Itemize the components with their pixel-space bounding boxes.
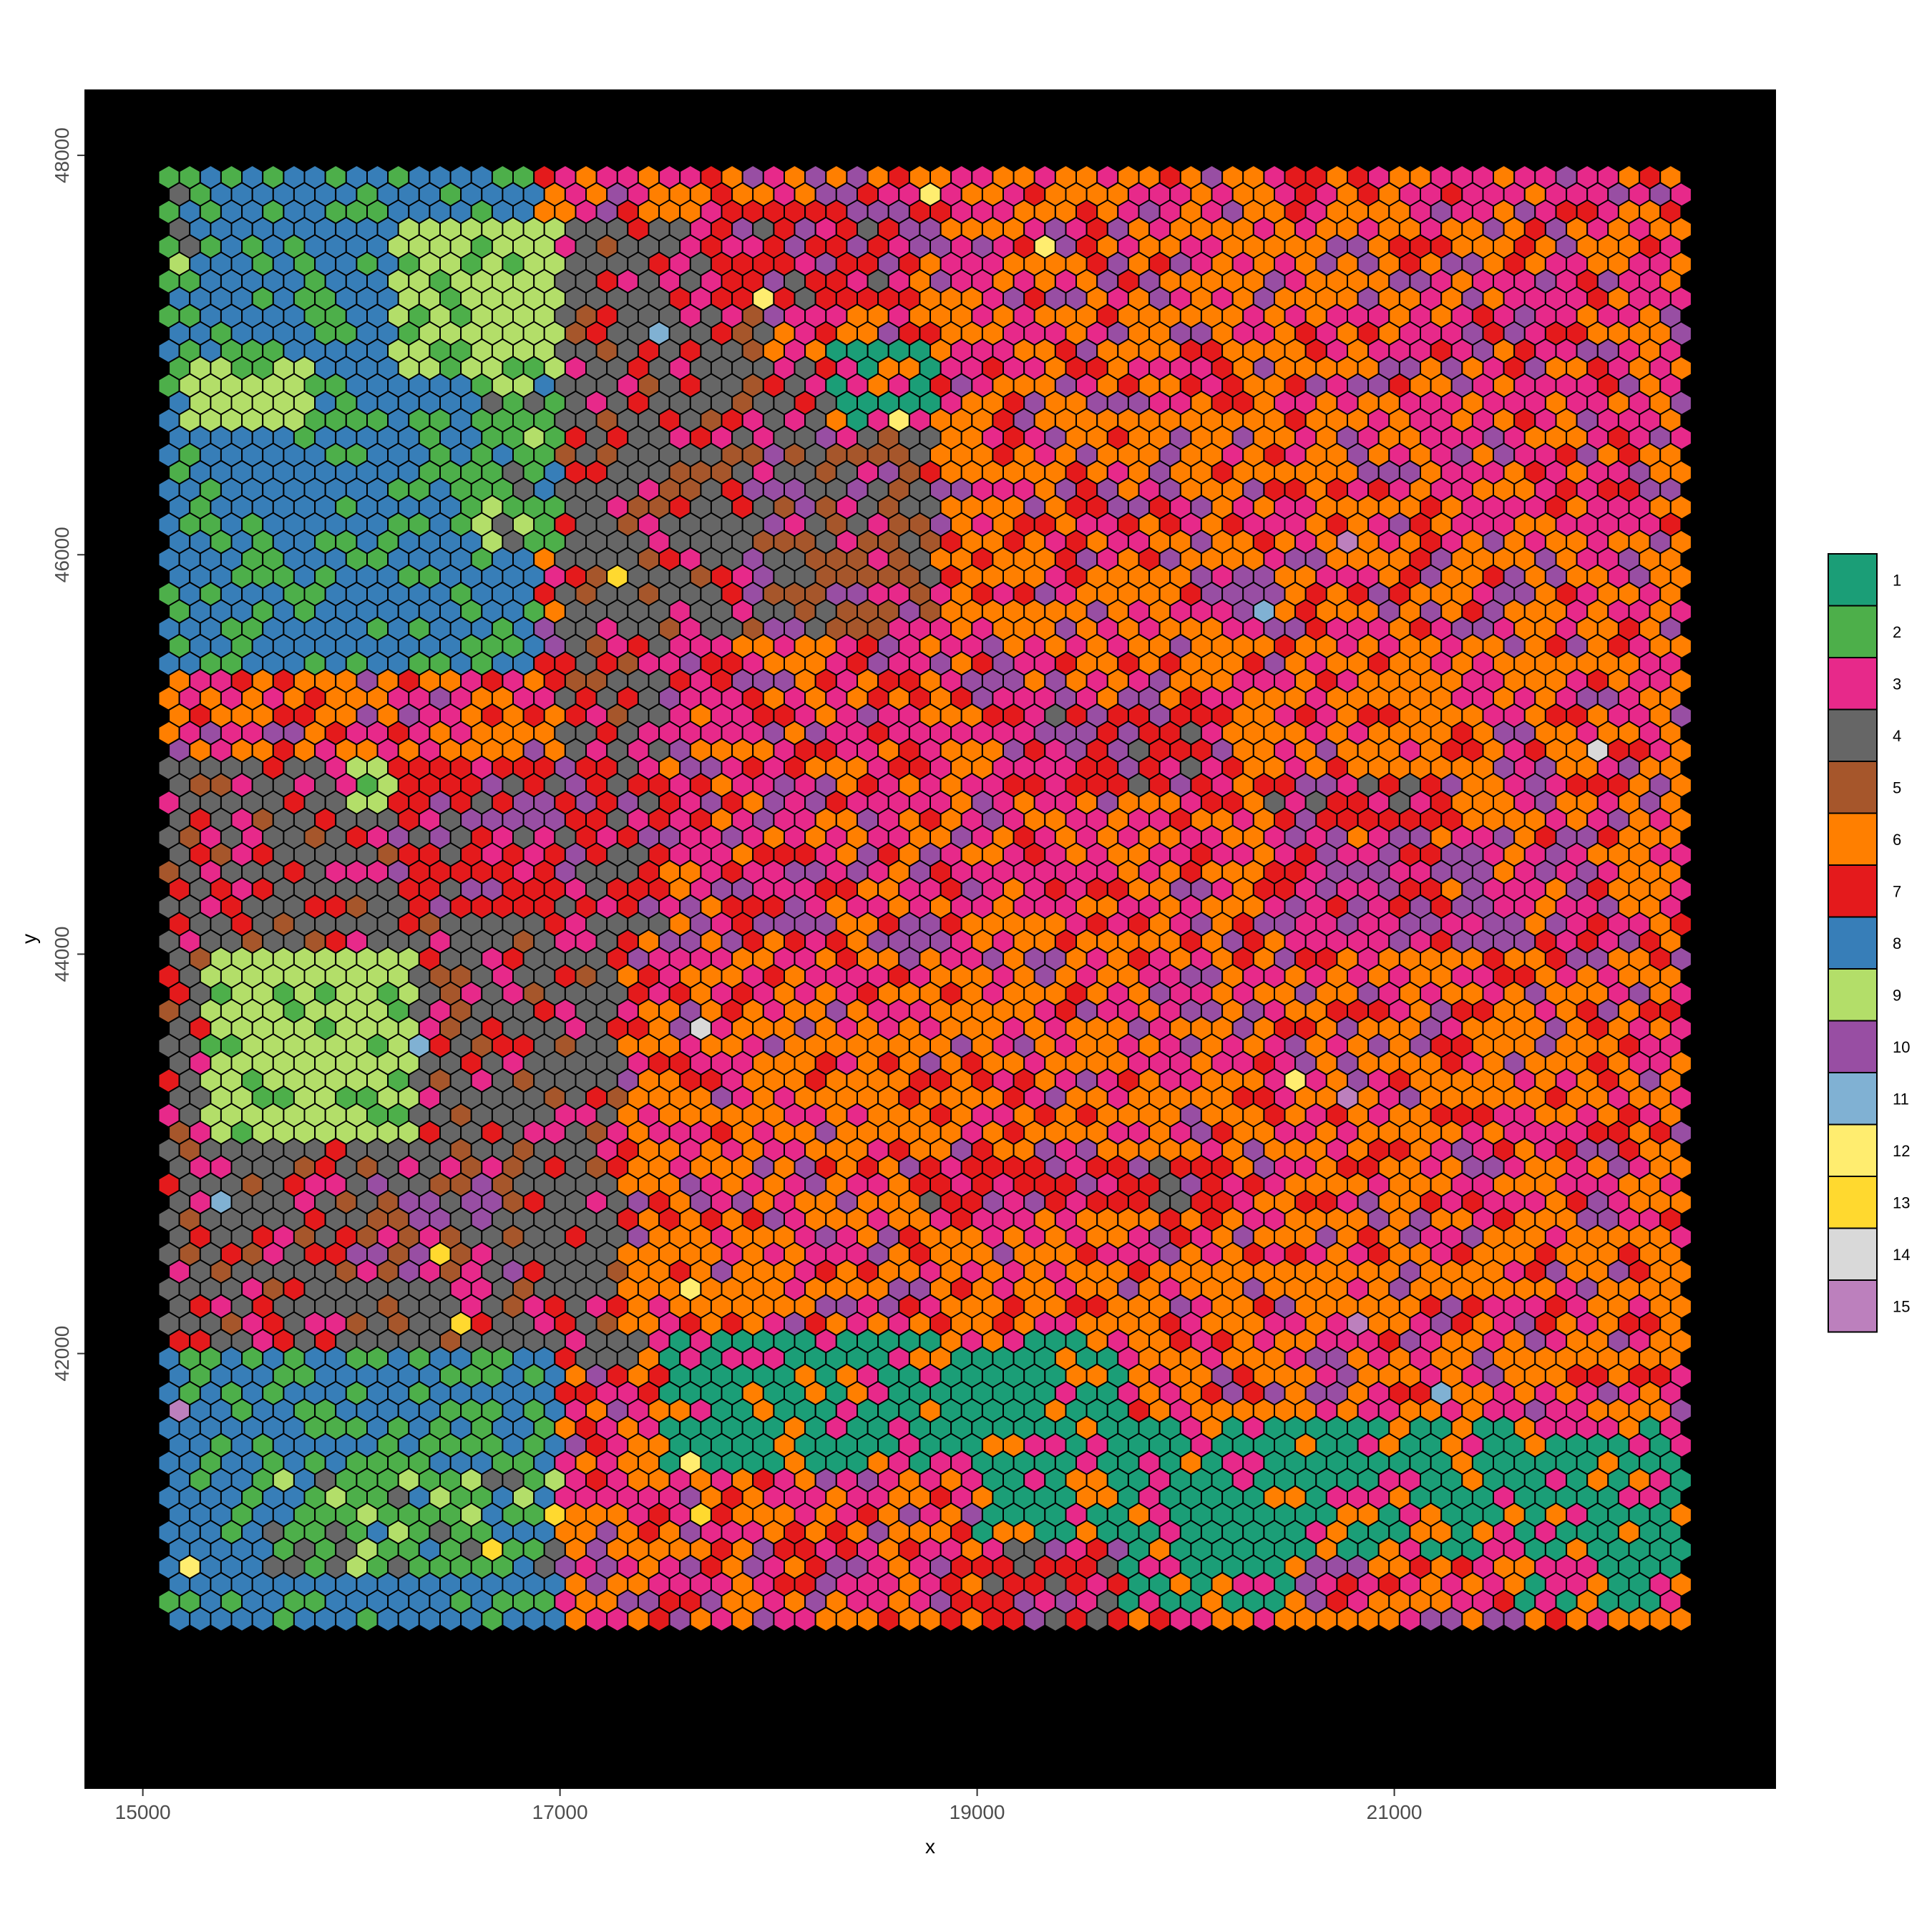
spot-layer [157, 164, 1692, 1633]
